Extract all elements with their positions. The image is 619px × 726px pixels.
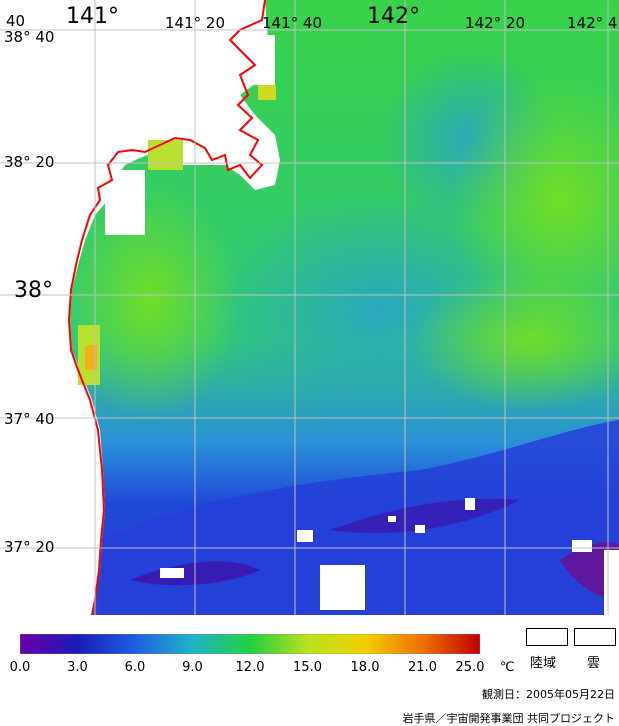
credit-line: 岩手県／宇宙開発事業団 共同プロジェクト xyxy=(402,712,616,725)
latitude-label-38-20: 38° 20 xyxy=(4,153,55,171)
sea-surface-temperature-map xyxy=(0,0,619,615)
land-legend-swatch xyxy=(526,628,568,646)
latitude-label-38-40: 38° 40 xyxy=(4,28,55,46)
latitude-label-38: 38° xyxy=(14,278,53,303)
cloud-patch-g xyxy=(572,540,592,552)
coastline xyxy=(67,0,266,615)
graticule xyxy=(0,0,619,615)
warm-coastal-patch-4 xyxy=(258,85,276,100)
cloud-patch-d xyxy=(297,530,313,542)
observation-date: 観測日：2005年05月22日 xyxy=(482,688,615,701)
colorbar-tick-label: 21.0 xyxy=(408,660,437,675)
cloud-patch-e xyxy=(160,568,184,578)
corner-label: 40 xyxy=(6,12,26,30)
cloud-patch-f xyxy=(604,550,619,615)
longitude-label-142-20: 142° 20 xyxy=(465,14,525,32)
longitude-label-142-40: 142° 4 xyxy=(567,14,618,32)
longitude-label-141-40: 141° 40 xyxy=(262,14,322,32)
colorbar-tick-label: 9.0 xyxy=(182,660,203,675)
longitude-label-142: 142° xyxy=(367,4,420,29)
cloud-patch-h xyxy=(465,498,475,510)
temperature-colorbar xyxy=(20,634,480,654)
colorbar-tick-label: 15.0 xyxy=(293,660,322,675)
warm-coastal-patch-2 xyxy=(85,345,97,370)
longitude-label-141: 141° xyxy=(66,4,119,29)
latitude-label-37-40: 37° 40 xyxy=(4,410,55,428)
latitude-label-37-20: 37° 20 xyxy=(4,538,55,556)
colorbar-tick-label: 12.0 xyxy=(235,660,265,675)
warm-water-patch-2 xyxy=(410,270,619,410)
cloud-legend-swatch xyxy=(574,628,616,646)
warm-coastal-patch-3 xyxy=(148,140,183,170)
cloud-legend-label: 雲 xyxy=(587,656,601,671)
colorbar-tick-label: 0.0 xyxy=(9,660,31,675)
longitude-label-141-20: 141° 20 xyxy=(165,14,225,32)
cloud-patch-i xyxy=(415,525,425,533)
temperature-unit: ℃ xyxy=(500,660,515,675)
warm-water-patch xyxy=(450,70,619,330)
cloud-patch-j xyxy=(388,516,396,522)
colorbar-tick-label: 6.0 xyxy=(124,660,146,675)
colorbar-tick-label: 18.0 xyxy=(350,660,380,675)
colorbar-tick-label: 25.0 xyxy=(455,660,485,675)
land-legend-label: 陸域 xyxy=(530,656,557,671)
colorbar-tick-label: 3.0 xyxy=(67,660,88,675)
cloud-patch-c xyxy=(320,565,365,610)
